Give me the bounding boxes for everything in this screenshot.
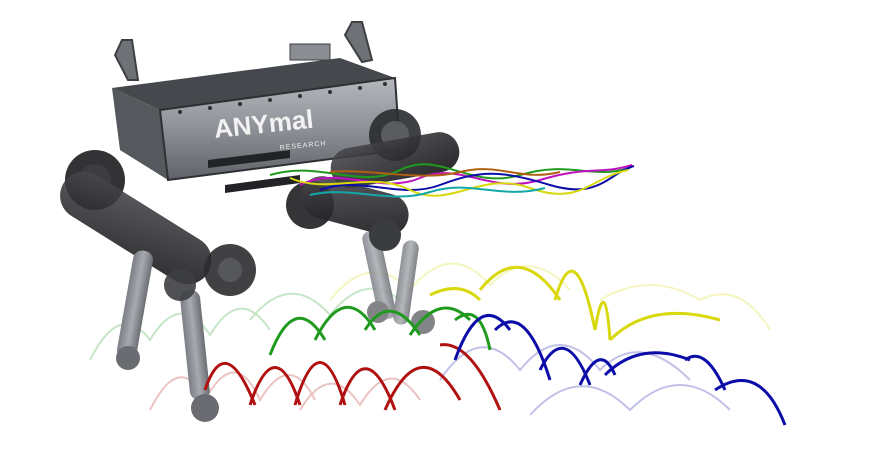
foot-trajectory-green xyxy=(268,305,492,356)
foot-trajectory-blue xyxy=(453,313,787,426)
foot-trajectory-red xyxy=(203,343,502,411)
foot-trajectory-yellow xyxy=(429,265,721,342)
robot-logo-subtext: RESEARCH xyxy=(279,140,326,152)
body-trajectories xyxy=(269,163,635,198)
rear-left-leg xyxy=(60,150,256,422)
front-right-hip xyxy=(330,109,460,188)
rear-right-leg xyxy=(362,230,435,334)
